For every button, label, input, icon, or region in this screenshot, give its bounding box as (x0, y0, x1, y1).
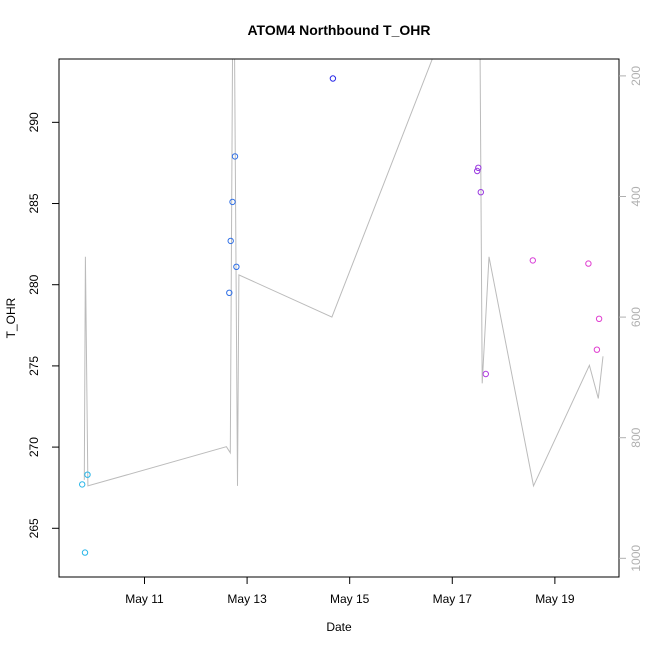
y-tick-label: 290 (27, 112, 41, 132)
data-points (79, 75, 603, 556)
y2-tick-label: 800 (629, 427, 643, 447)
data-point (482, 370, 489, 378)
y-tick-label: 285 (27, 193, 41, 213)
x-tick-label: May 17 (433, 592, 473, 606)
y2-tick-label: 200 (629, 66, 643, 86)
secondary-y-axis: 200 400 600 800 1000 (619, 66, 643, 572)
secondary-line (83, 59, 604, 488)
x-axis-label: Date (326, 620, 352, 634)
data-point (226, 289, 233, 296)
y2-tick-label: 600 (629, 307, 643, 327)
x-tick-label: May 19 (535, 592, 575, 606)
y-tick-label: 280 (27, 274, 41, 294)
x-tick-label: May 15 (330, 592, 370, 606)
data-point (474, 167, 481, 175)
data-point (529, 257, 536, 264)
data-point (84, 471, 91, 478)
data-point (477, 189, 484, 196)
x-tick-label: May 13 (227, 592, 267, 606)
data-point (229, 198, 236, 206)
secondary-series (83, 59, 604, 488)
x-axis: May 11 May 13 May 15 May 17 May 19 (59, 576, 619, 606)
y-axis-label: T_OHR (4, 297, 18, 338)
y-tick-label: 270 (27, 437, 41, 457)
y-tick-label: 275 (27, 356, 41, 376)
plot-area-frame (58, 58, 620, 578)
y2-tick-label: 1000 (629, 545, 643, 572)
y2-tick-label: 400 (629, 186, 643, 206)
data-point (227, 237, 234, 245)
data-point (585, 260, 592, 267)
data-point (595, 315, 603, 322)
data-point (329, 75, 337, 82)
chart-title: ATOM4 Northbound T_OHR (247, 22, 430, 38)
data-point (233, 263, 240, 270)
data-point (593, 346, 601, 353)
data-point (81, 549, 89, 556)
data-point (79, 481, 86, 488)
data-point (231, 153, 239, 160)
y-tick-label: 265 (27, 518, 41, 538)
data-point (475, 164, 482, 172)
y-axis: 265 270 275 280 285 290 (27, 112, 59, 538)
x-tick-label: May 11 (125, 592, 164, 606)
